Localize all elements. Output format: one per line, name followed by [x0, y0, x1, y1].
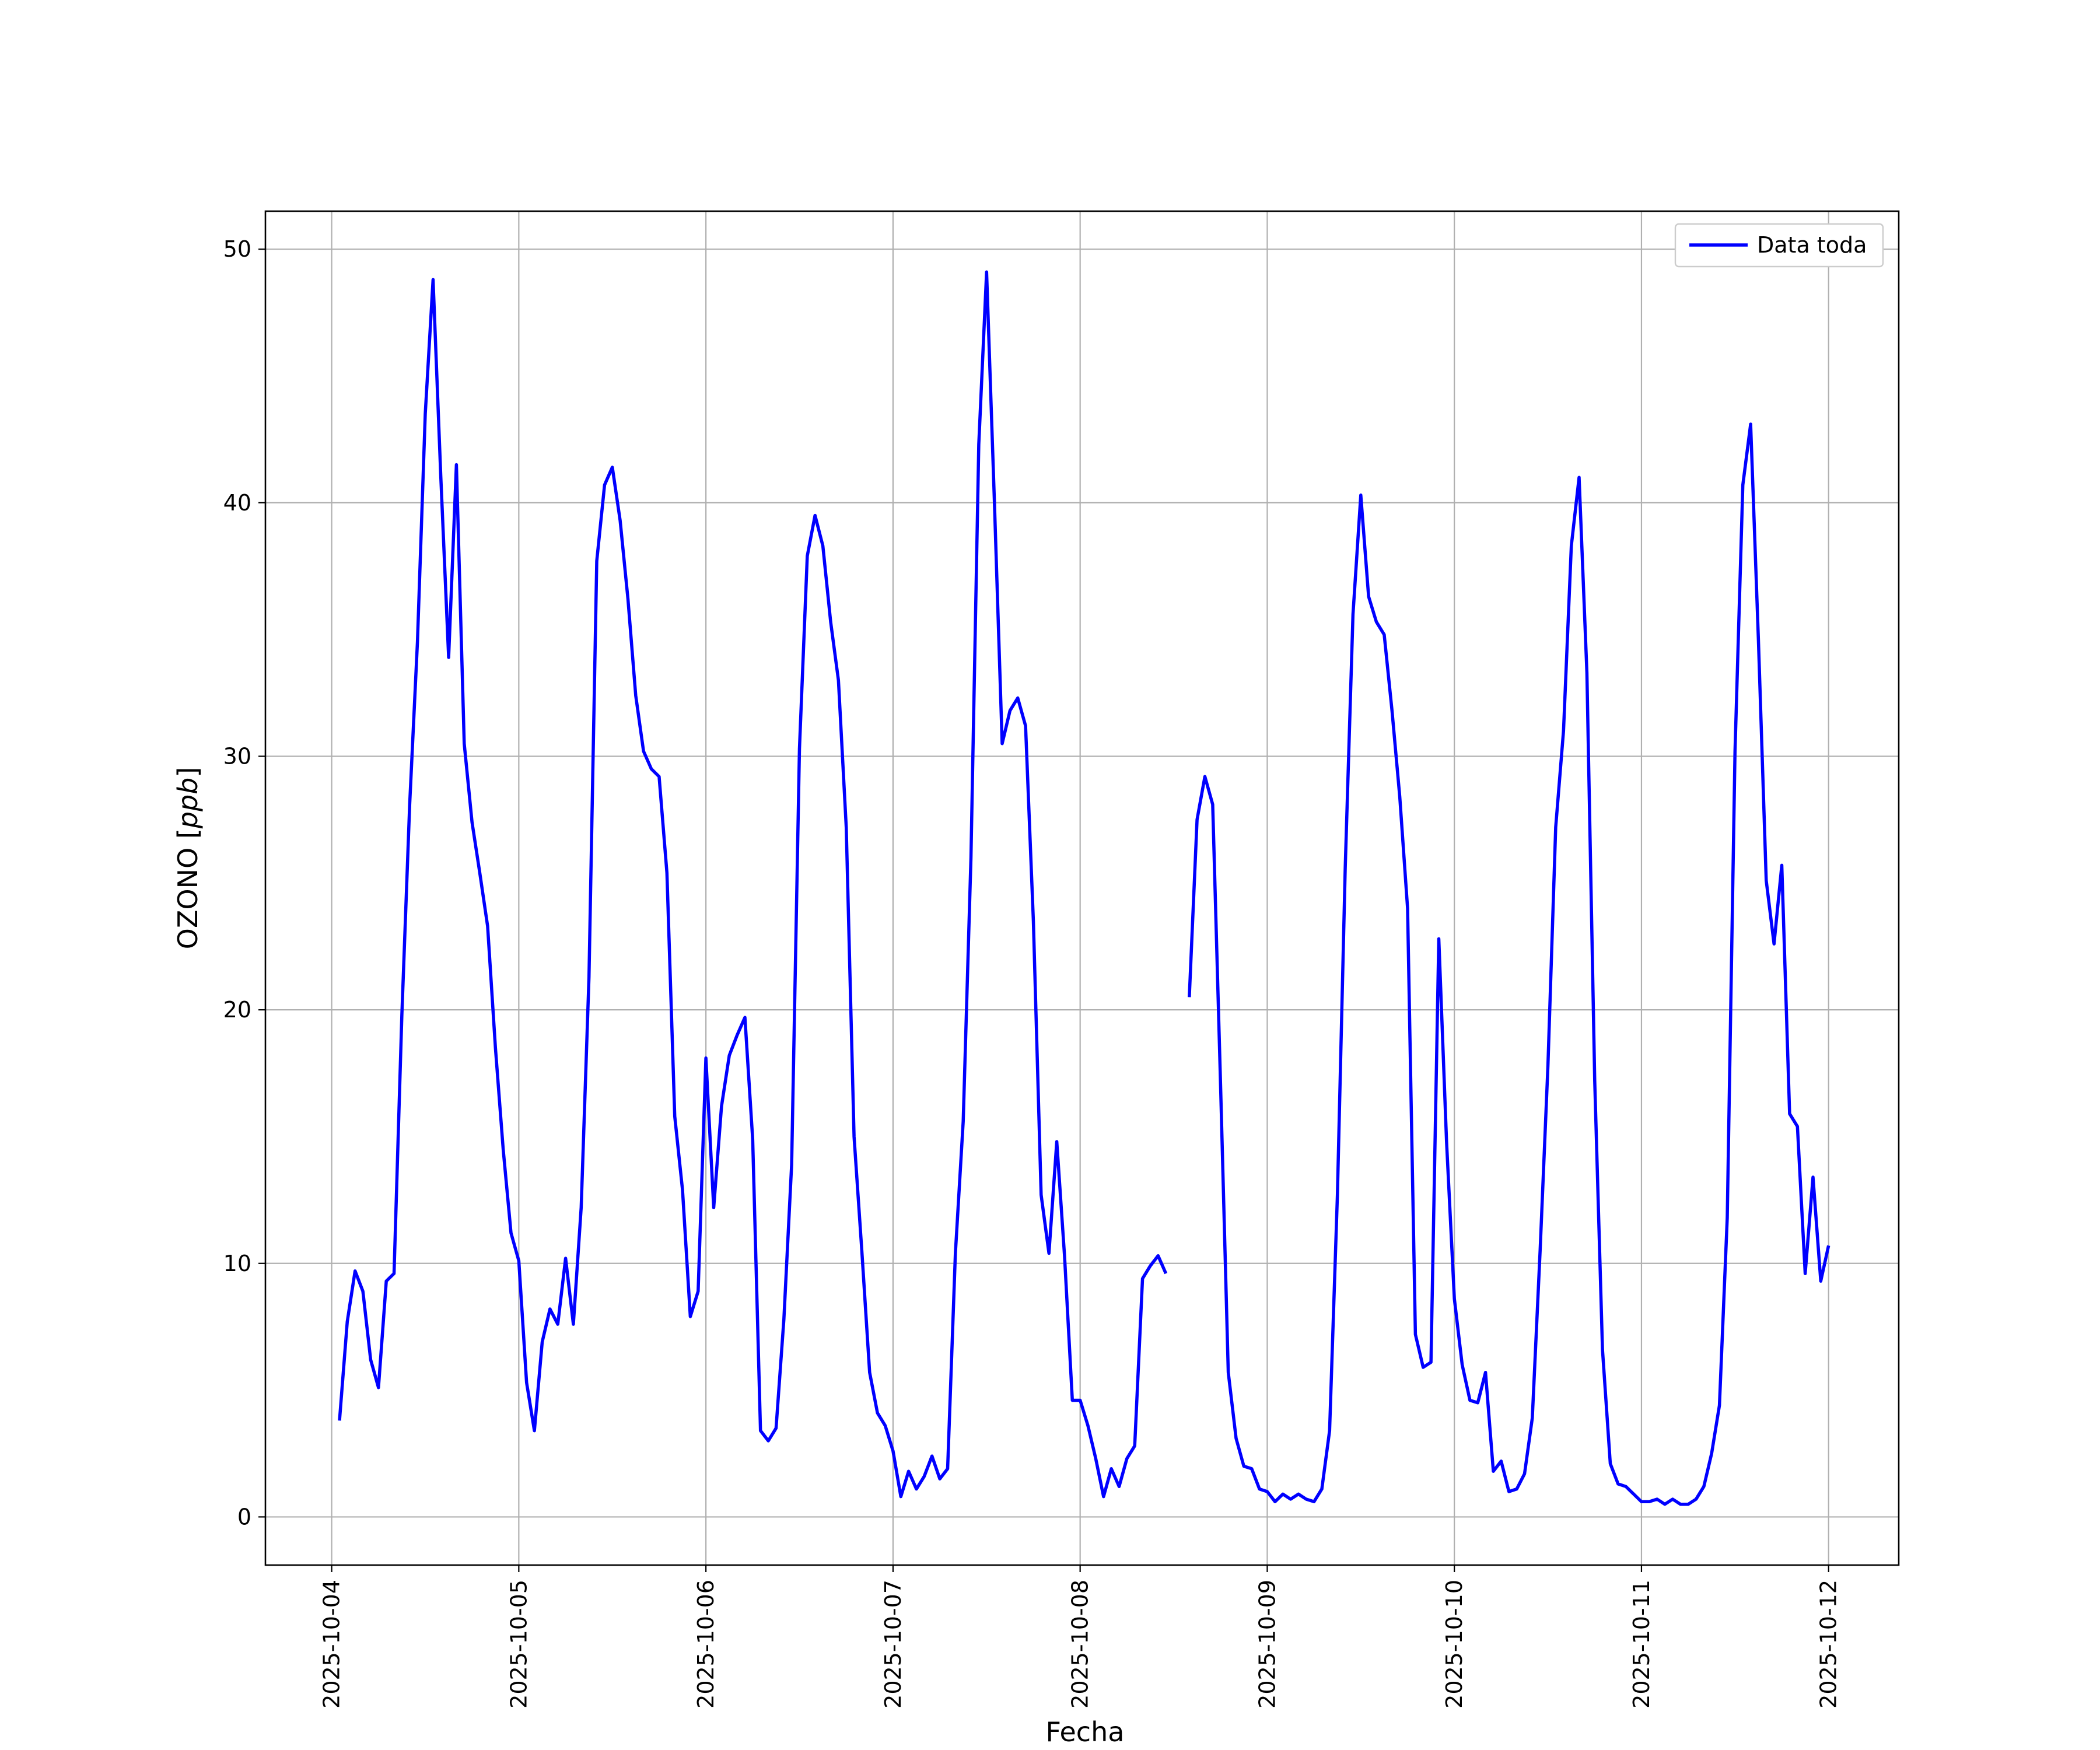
tick-labels: 2025-10-04 2025-10-05 2025-10-06 2025-10-07… — [223, 236, 1842, 1709]
y-tick-label: 50 — [223, 236, 251, 262]
legend: Data toda — [1674, 223, 1884, 268]
series-line-data-toda — [338, 270, 1831, 1506]
x-tick-label: 2025-10-07 — [880, 1580, 906, 1709]
y-axis-title-close: ] — [172, 767, 204, 778]
y-tick-label: 20 — [223, 997, 251, 1023]
grid — [265, 211, 1899, 1565]
x-tick-label: 2025-10-06 — [693, 1580, 719, 1709]
y-axis-title-unit: ppb — [172, 778, 204, 830]
x-tick-label: 2025-10-09 — [1254, 1580, 1280, 1709]
y-axis-title: OZONO [ppb] — [172, 767, 204, 950]
legend-box — [1674, 223, 1884, 268]
y-tick-label: 0 — [237, 1504, 251, 1530]
x-axis-title: Fecha — [1046, 1716, 1125, 1748]
y-tick-label: 30 — [223, 743, 251, 769]
y-axis-title-main: OZONO [ — [172, 828, 204, 949]
x-tick-label: 2025-10-10 — [1441, 1580, 1467, 1709]
x-tick-label: 2025-10-05 — [506, 1580, 531, 1709]
x-tick-label: 2025-10-04 — [319, 1580, 345, 1709]
series-layer — [338, 270, 1831, 1506]
y-tick-label: 40 — [223, 490, 251, 516]
x-tick-label: 2025-10-11 — [1629, 1580, 1654, 1709]
x-tick-label: 2025-10-12 — [1816, 1580, 1842, 1709]
plot-frame — [264, 210, 1900, 1566]
x-tick-label: 2025-10-08 — [1068, 1580, 1093, 1709]
ticks — [258, 249, 1829, 1572]
y-tick-label: 10 — [223, 1251, 251, 1276]
legend-label-data-toda: Data toda — [1757, 232, 1867, 258]
